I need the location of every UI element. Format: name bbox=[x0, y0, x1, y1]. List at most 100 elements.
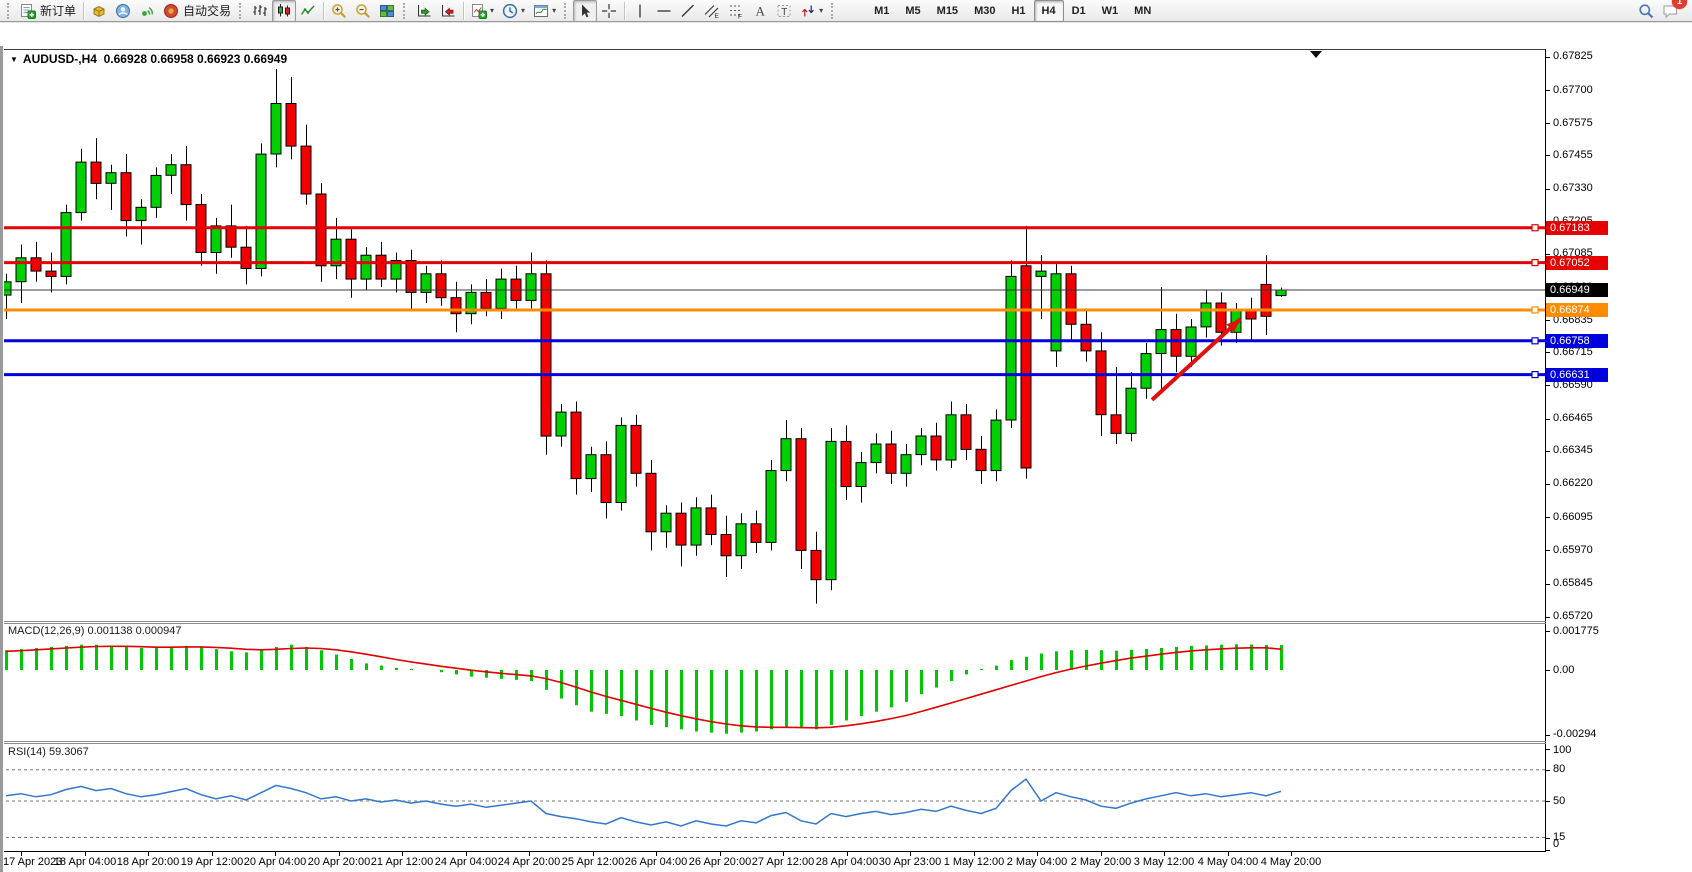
symbol-dropdown-icon[interactable]: ▼ bbox=[10, 54, 18, 64]
toolbar-signal-button[interactable] bbox=[135, 0, 159, 22]
timeframe-h4[interactable]: H4 bbox=[1033, 0, 1064, 22]
price-tick-label: 0.67700 bbox=[1553, 84, 1593, 96]
timeframe-d1[interactable]: D1 bbox=[1071, 4, 1086, 17]
toolbar-grip bbox=[7, 2, 11, 19]
time-axis-label: 18 Apr 20:00 bbox=[116, 856, 180, 868]
toolbar-cursor-button[interactable] bbox=[573, 0, 598, 22]
price-tick-mark bbox=[1546, 254, 1550, 255]
price-tick-mark bbox=[1546, 617, 1550, 618]
time-axis-label: 20 Apr 20:00 bbox=[307, 856, 371, 868]
toolbar-zoom-in-button[interactable] bbox=[327, 0, 351, 22]
toolbar-arrows-button[interactable]: ▾ bbox=[796, 0, 827, 22]
pane-splitter-rsi[interactable] bbox=[0, 741, 1692, 742]
price-tick-label: 0.66345 bbox=[1553, 444, 1593, 456]
price-tick-label: 0.66465 bbox=[1553, 412, 1593, 424]
macd-tick-mark bbox=[1546, 631, 1550, 632]
periods-dropdown-icon[interactable]: ▾ bbox=[521, 6, 526, 15]
toolbar-chart-shift-button[interactable] bbox=[436, 0, 460, 22]
time-axis-label: 20 Apr 04:00 bbox=[243, 856, 307, 868]
svg-text:E: E bbox=[715, 13, 720, 19]
toolbar-new-order-button[interactable]: 新订单 bbox=[16, 0, 80, 22]
toolbar-periods-button[interactable]: ▾ bbox=[498, 0, 529, 22]
toolbar-templates-button[interactable]: ▾ bbox=[529, 0, 560, 22]
price-tick-mark bbox=[1546, 320, 1550, 321]
time-axis-label: 4 May 20:00 bbox=[1260, 856, 1322, 868]
window-left-border-highlight bbox=[3, 46, 4, 872]
templates-dropdown-icon[interactable]: ▾ bbox=[552, 6, 557, 15]
toolbar-market-gold-button[interactable] bbox=[87, 0, 111, 22]
time-axis-label: 1 May 12:00 bbox=[943, 856, 1005, 868]
toolbar-profile-button[interactable] bbox=[111, 0, 135, 22]
indicators-icon bbox=[472, 3, 488, 19]
toolbar-grip bbox=[564, 2, 568, 19]
notification-badge[interactable]: 1 bbox=[1672, 0, 1687, 9]
toolbar-trend-line-button[interactable] bbox=[676, 0, 700, 22]
toolbar-bar-chart-button[interactable] bbox=[248, 0, 272, 22]
toolbar-search-button[interactable] bbox=[1634, 0, 1658, 22]
toolbar-autotrade-button[interactable]: 自动交易 bbox=[159, 0, 235, 22]
price-tick-mark bbox=[1546, 385, 1550, 386]
toolbar-text-label-button[interactable]: T bbox=[772, 0, 796, 22]
price-tick-label: 0.65720 bbox=[1553, 610, 1593, 622]
price-tick-mark bbox=[1546, 155, 1550, 156]
time-axis-label: 21 Apr 12:00 bbox=[370, 856, 434, 868]
arrows-dropdown-icon[interactable]: ▾ bbox=[819, 6, 824, 15]
crosshair-icon bbox=[602, 3, 617, 18]
toolbar-chat-button[interactable]: 1 bbox=[1658, 0, 1687, 22]
macd-tick-mark bbox=[1546, 670, 1550, 671]
toolbar-separator bbox=[624, 1, 626, 20]
toolbar-channel-button[interactable]: E bbox=[700, 0, 724, 22]
toolbar-tile-windows-button[interactable] bbox=[375, 0, 399, 22]
price-axis[interactable]: 0.678250.677000.675750.674550.673300.672… bbox=[1546, 46, 1692, 872]
chart-window: ▼ AUDUSD-,H4 0.66928 0.66958 0.66923 0.66… bbox=[0, 23, 1692, 872]
indicators-dropdown-icon[interactable]: ▾ bbox=[490, 6, 495, 15]
toolbar-auto-scroll-button[interactable] bbox=[412, 0, 436, 22]
macd-layer bbox=[5, 644, 1283, 734]
pane-splitter-macd[interactable] bbox=[0, 621, 1692, 622]
time-axis[interactable]: 17 Apr 2023 18 Apr 04:00 18 Apr 20:00 19 Ap… bbox=[0, 852, 1692, 872]
toolbar-fibonacci-button[interactable]: F bbox=[724, 0, 748, 22]
timeframe-m1[interactable]: M1 bbox=[874, 4, 890, 17]
price-tick-mark bbox=[1546, 451, 1550, 452]
toolbar-text-button[interactable]: A bbox=[748, 0, 772, 22]
timeframe-h1[interactable]: H1 bbox=[1011, 4, 1026, 17]
toolbar-line-chart-button[interactable] bbox=[296, 0, 320, 22]
toolbar-zoom-out-button[interactable] bbox=[351, 0, 375, 22]
price-line-label: 0.67183 bbox=[1546, 221, 1608, 235]
pane-splitter-macd-2[interactable] bbox=[0, 623, 1692, 624]
candles-layer bbox=[0, 69, 1287, 604]
rsi-tick-label: 80 bbox=[1553, 763, 1566, 775]
price-lines-layer[interactable] bbox=[0, 224, 1546, 379]
price-tick-label: 0.66590 bbox=[1553, 379, 1593, 391]
macd-tick-mark bbox=[1546, 735, 1550, 736]
time-axis-label: 2 May 20:00 bbox=[1070, 856, 1132, 868]
timeframe-m5[interactable]: M5 bbox=[905, 4, 921, 17]
time-axis-label: 28 Apr 04:00 bbox=[815, 856, 879, 868]
toolbar-crosshair-button[interactable] bbox=[597, 0, 621, 22]
timeframe-m15[interactable]: M15 bbox=[936, 4, 959, 17]
price-tick-mark bbox=[1546, 189, 1550, 190]
new-order-icon bbox=[21, 3, 36, 19]
timeframe-m30[interactable]: M30 bbox=[974, 4, 996, 17]
timeframe-mn[interactable]: MN bbox=[1134, 4, 1152, 17]
price-tick-mark bbox=[1546, 584, 1550, 585]
chart-shift-marker[interactable] bbox=[1310, 51, 1322, 58]
toolbar-vertical-line-button[interactable] bbox=[628, 0, 652, 22]
toolbar-indicators-button[interactable]: ▾ bbox=[467, 0, 498, 22]
timeframe-switcher: M1 M5 M15 M30 H1 H4 D1 W1 MN bbox=[866, 0, 1159, 22]
price-line-label: 0.66874 bbox=[1546, 303, 1608, 317]
time-axis-label: 26 Apr 20:00 bbox=[688, 856, 752, 868]
pane-splitter-rsi-2[interactable] bbox=[0, 743, 1692, 744]
timeframe-w1[interactable]: W1 bbox=[1101, 4, 1119, 17]
toolbar-candle-chart-button[interactable] bbox=[272, 0, 297, 22]
toolbar-grip bbox=[403, 2, 407, 19]
rsi-tick-mark bbox=[1546, 838, 1550, 839]
trend-arrow-annotation[interactable] bbox=[1150, 317, 1242, 402]
svg-text:T: T bbox=[781, 6, 787, 17]
chart-plot-area[interactable] bbox=[0, 46, 1546, 852]
toolbar-horizontal-line-button[interactable] bbox=[652, 0, 676, 22]
price-tick-label: 0.65970 bbox=[1553, 544, 1593, 556]
time-axis-label: 18 Apr 04:00 bbox=[53, 856, 117, 868]
window-left-border bbox=[0, 46, 3, 872]
